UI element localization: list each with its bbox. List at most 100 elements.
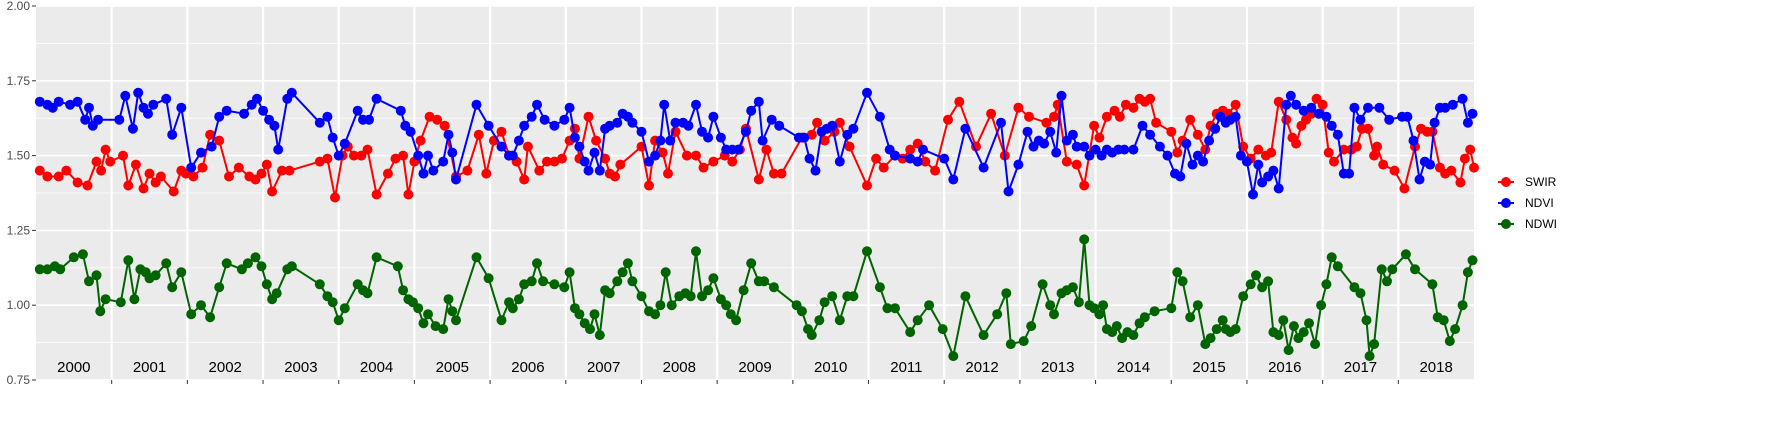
data-point-ndwi <box>721 300 732 311</box>
data-point-swir <box>261 159 272 170</box>
data-point-ndwi <box>1238 291 1249 302</box>
data-point-ndwi <box>1467 255 1478 266</box>
grid <box>36 5 1474 384</box>
data-point-swir <box>610 171 620 182</box>
data-point-ndvi <box>221 105 232 116</box>
data-point-ndvi <box>1137 120 1148 131</box>
data-point-swir <box>1071 159 1082 170</box>
data-point-ndvi <box>636 126 647 137</box>
data-point-ndwi <box>314 279 325 290</box>
data-point-ndwi <box>622 258 633 269</box>
data-point-ndwi <box>438 324 449 335</box>
data-point-ndwi <box>882 303 893 314</box>
data-point-ndwi <box>1349 282 1360 293</box>
year-label: 2007 <box>587 359 620 376</box>
data-point-ndvi <box>1425 159 1436 170</box>
data-point-swir <box>1172 147 1183 158</box>
data-point-ndwi <box>150 270 161 281</box>
data-point-ndvi <box>659 99 670 110</box>
data-point-ndvi <box>978 162 989 173</box>
data-point-ndvi <box>1241 156 1252 167</box>
data-point-ndwi <box>1355 288 1366 299</box>
data-point-ndvi <box>564 102 575 113</box>
data-point-swir <box>1192 129 1203 140</box>
data-point-swir <box>657 147 668 158</box>
data-point-swir <box>382 168 393 179</box>
data-point-ndwi <box>627 276 638 287</box>
data-point-ndvi <box>939 153 950 164</box>
data-point-ndwi <box>167 282 178 293</box>
legend-label-swir: SWIR <box>1525 175 1557 189</box>
data-point-ndvi <box>539 114 550 125</box>
data-point-ndwi <box>519 279 530 290</box>
data-point-swir <box>96 165 107 176</box>
data-point-ndvi <box>569 132 580 143</box>
data-point-ndwi <box>1177 276 1188 287</box>
data-point-ndwi <box>1098 300 1109 311</box>
data-point-ndwi <box>339 303 350 314</box>
data-point-ndvi <box>206 141 217 152</box>
data-point-ndvi <box>532 99 542 110</box>
data-point-swir <box>541 156 552 167</box>
data-point-ndwi <box>261 279 272 290</box>
data-point-swir <box>1230 99 1241 110</box>
data-point-ndwi <box>1438 315 1449 326</box>
year-label: 2003 <box>284 359 317 376</box>
data-point-swir <box>256 168 267 179</box>
data-point-ndwi <box>1073 297 1084 308</box>
data-point-swir <box>233 162 244 173</box>
y-tick-label: 0.75 <box>7 373 31 387</box>
data-point-ndvi <box>948 174 959 185</box>
data-point-swir <box>1041 117 1052 128</box>
data-point-ndvi <box>133 87 144 98</box>
data-point-ndwi <box>271 288 282 299</box>
data-point-ndwi <box>650 309 661 320</box>
data-point-ndvi <box>214 111 225 122</box>
data-point-swir <box>727 156 738 167</box>
data-point-ndvi <box>196 147 206 158</box>
data-point-ndvi <box>34 96 45 107</box>
data-point-ndwi <box>538 276 549 287</box>
data-point-ndwi <box>423 309 433 320</box>
data-point-ndvi <box>996 117 1006 128</box>
data-point-swir <box>1351 141 1362 152</box>
data-point-ndvi <box>683 120 694 131</box>
data-point-swir <box>390 153 401 164</box>
data-point-swir <box>681 150 692 161</box>
data-point-ndvi <box>1462 117 1473 128</box>
data-point-ndvi <box>1408 135 1419 146</box>
data-point-swir <box>920 156 931 167</box>
data-point-ndvi <box>1067 129 1078 140</box>
data-point-swir <box>1079 180 1090 191</box>
data-point-ndwi <box>827 291 838 302</box>
data-point-ndvi <box>848 123 859 134</box>
data-point-ndvi <box>1281 99 1292 110</box>
data-point-ndwi <box>84 276 94 287</box>
data-point-ndwi <box>1251 270 1261 281</box>
data-point-ndvi <box>252 93 262 104</box>
data-point-swir <box>138 183 149 194</box>
data-point-ndvi <box>579 156 590 167</box>
data-point-ndvi <box>1079 141 1090 152</box>
data-point-ndwi <box>513 294 524 305</box>
data-point-swir <box>130 159 141 170</box>
data-point-ndvi <box>1198 156 1209 167</box>
data-point-ndvi <box>918 144 928 155</box>
data-point-swir <box>1266 147 1277 158</box>
data-point-ndwi <box>123 255 134 266</box>
data-point-swir <box>761 144 772 155</box>
data-point-swir <box>224 171 234 182</box>
data-point-ndvi <box>322 111 333 122</box>
data-point-ndwi <box>333 315 344 326</box>
data-point-ndwi <box>430 321 441 332</box>
data-point-ndvi <box>1457 93 1468 104</box>
data-point-ndwi <box>507 303 518 314</box>
y-tick-label: 1.50 <box>7 149 31 163</box>
data-point-swir <box>188 171 199 182</box>
data-point-ndvi <box>1248 189 1258 200</box>
data-point-swir <box>1049 111 1059 122</box>
year-label: 2004 <box>360 359 393 376</box>
data-point-ndwi <box>960 291 971 302</box>
data-point-ndvi <box>1321 111 1332 122</box>
data-point-ndwi <box>703 285 714 296</box>
